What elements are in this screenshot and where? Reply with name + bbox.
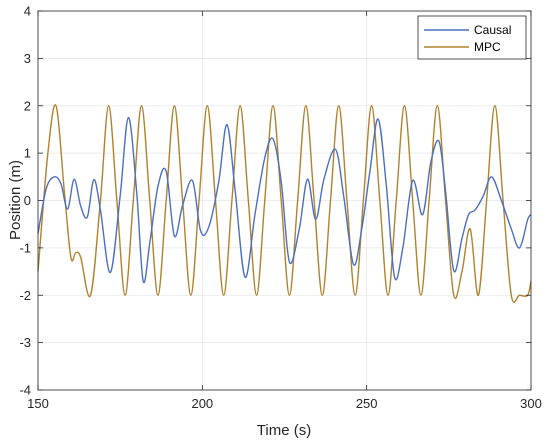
y-tick-label: -2 xyxy=(19,288,31,303)
series-layer xyxy=(37,104,532,303)
x-axis-label: Time (s) xyxy=(257,422,311,439)
x-tick-label: 250 xyxy=(356,396,378,411)
y-tick-label: 3 xyxy=(24,51,31,66)
y-tick-label: -4 xyxy=(19,383,31,398)
y-tick-label: 2 xyxy=(24,98,31,113)
y-tick-label: -3 xyxy=(19,335,31,350)
series-line-causal xyxy=(37,116,532,284)
y-axis-label: Position (m) xyxy=(7,160,24,240)
y-tick-label: 0 xyxy=(24,193,31,208)
legend: Causal MPC xyxy=(417,15,527,60)
y-tick-label: 1 xyxy=(24,146,31,161)
y-tick-label: 4 xyxy=(24,4,31,19)
x-tick-label: 150 xyxy=(27,396,49,411)
legend-label-mpc: MPC xyxy=(474,40,501,54)
legend-label-causal: Causal xyxy=(474,23,511,37)
legend-box xyxy=(417,15,527,60)
x-tick-label: 300 xyxy=(520,396,542,411)
series-line-mpc xyxy=(37,104,532,303)
ticks: 150 200 250 300 -4 -3 -2 -1 0 1 2 3 4 xyxy=(19,4,541,412)
x-tick-label: 200 xyxy=(191,396,213,411)
y-tick-label: -1 xyxy=(19,240,31,255)
